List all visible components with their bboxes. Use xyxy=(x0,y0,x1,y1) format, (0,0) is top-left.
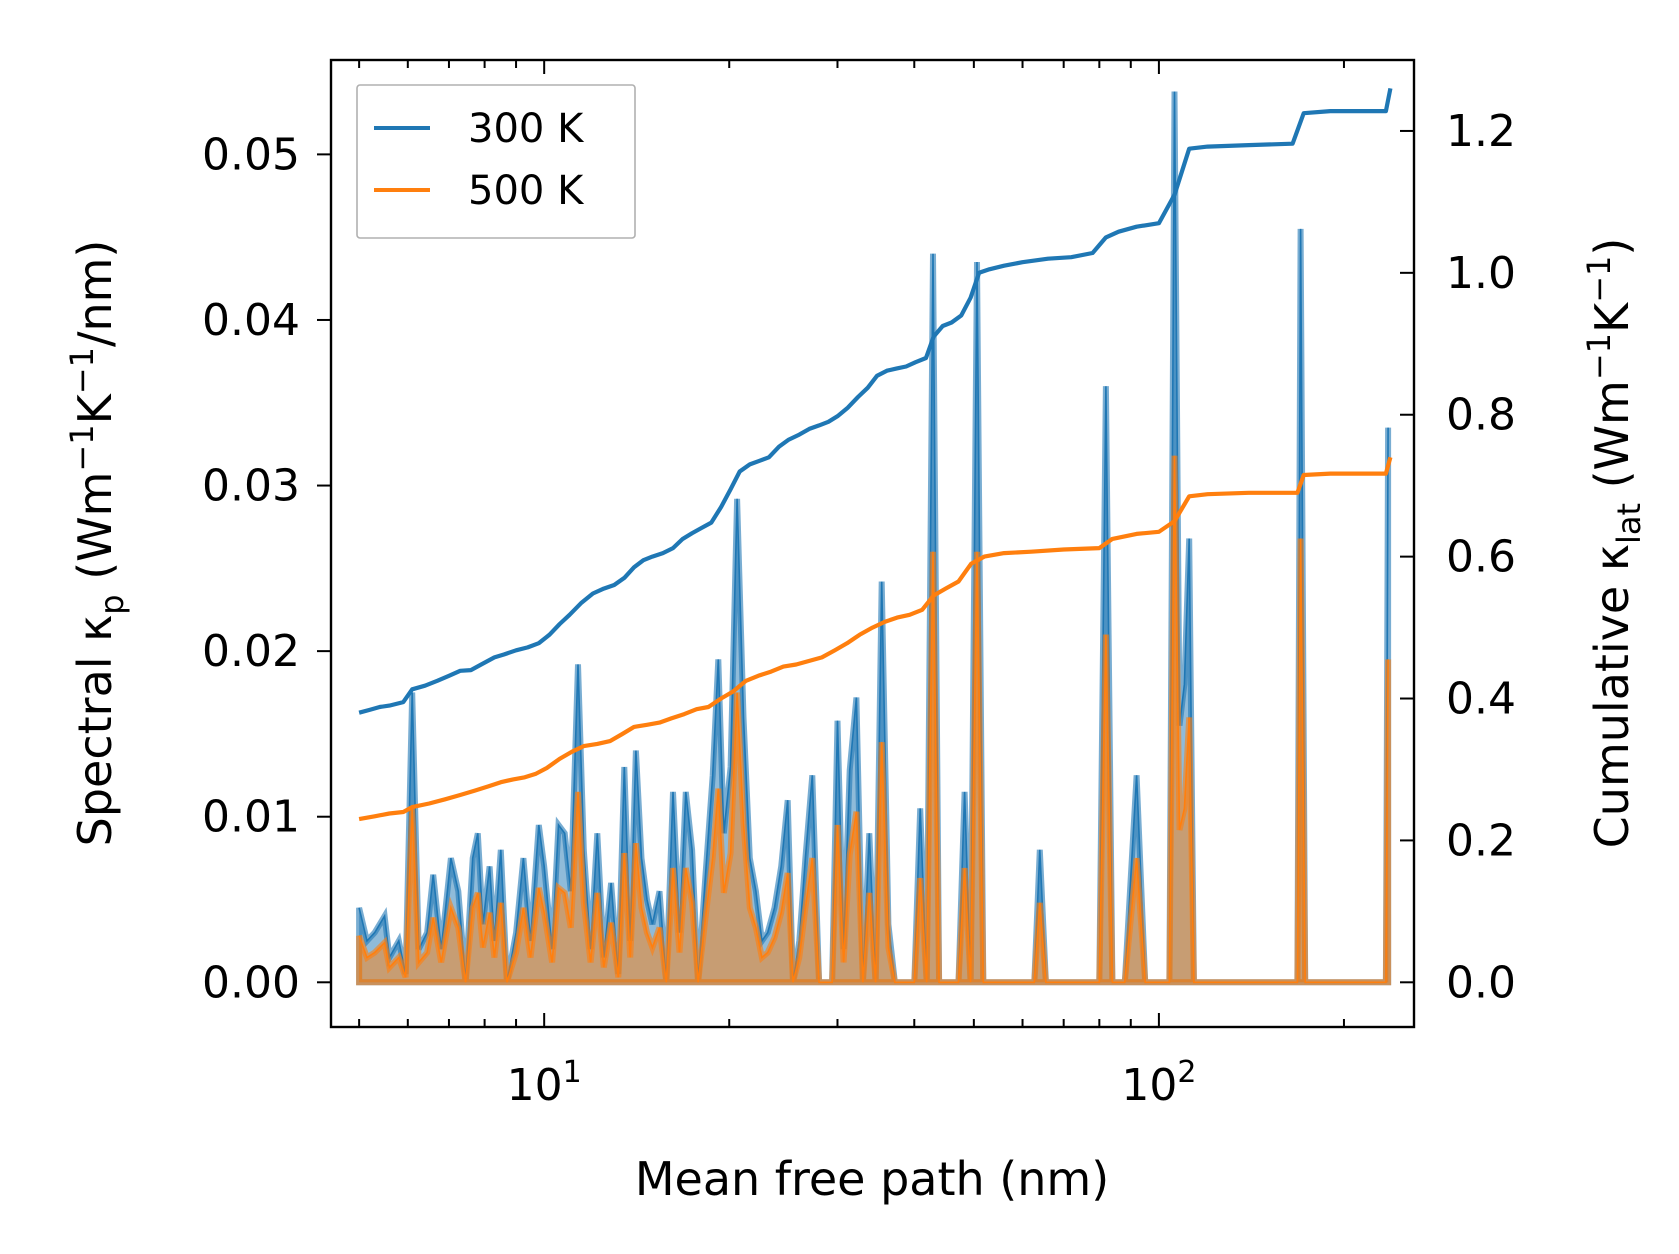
legend-box xyxy=(356,84,636,239)
right-y-tick-label: 1.0 xyxy=(1446,248,1516,299)
right-y-tick-label: 0.8 xyxy=(1446,390,1516,441)
spectral-line-500k xyxy=(358,455,1389,984)
legend: 300 K 500 K xyxy=(356,84,636,239)
x-tick-label-10-1: 101 xyxy=(507,1055,582,1111)
right-y-axis-label: Cumulative κlat (Wm−1K−1) xyxy=(1580,238,1648,849)
right-y-tick-label: 0.0 xyxy=(1446,957,1516,1008)
x-tick-label-10-2: 102 xyxy=(1121,1055,1196,1111)
legend-label-300k: 300 K xyxy=(468,106,585,152)
right-y-tick-label: 0.4 xyxy=(1446,674,1516,725)
left-y-tick-label: 0.02 xyxy=(202,626,300,677)
x-axis-ticks xyxy=(358,60,1345,1027)
cumulative-line-500k xyxy=(358,456,1393,822)
left-y-tick-label: 0.05 xyxy=(202,129,300,180)
x-axis-label: Mean free path (nm) xyxy=(635,1152,1109,1206)
right-y-tick-label: 0.6 xyxy=(1446,532,1516,583)
right-y-tick-label: 1.2 xyxy=(1446,106,1516,157)
left-y-tick-label: 0.00 xyxy=(202,957,300,1008)
left-y-tick-label: 0.04 xyxy=(202,295,300,346)
cumulative-line-300k xyxy=(358,87,1393,715)
right-y-axis-ticks xyxy=(1400,129,1414,984)
axes-frame xyxy=(329,58,1416,1029)
right-y-tick-label: 0.2 xyxy=(1446,815,1516,866)
legend-label-500k: 500 K xyxy=(468,168,585,214)
left-y-axis-ticks xyxy=(317,153,331,984)
left-y-tick-label: 0.03 xyxy=(202,461,300,512)
left-y-tick-label: 0.01 xyxy=(202,792,300,843)
plot-area xyxy=(356,87,1393,986)
left-y-axis-label: Spectral κp (Wm−1K−1/nm) xyxy=(63,240,131,847)
